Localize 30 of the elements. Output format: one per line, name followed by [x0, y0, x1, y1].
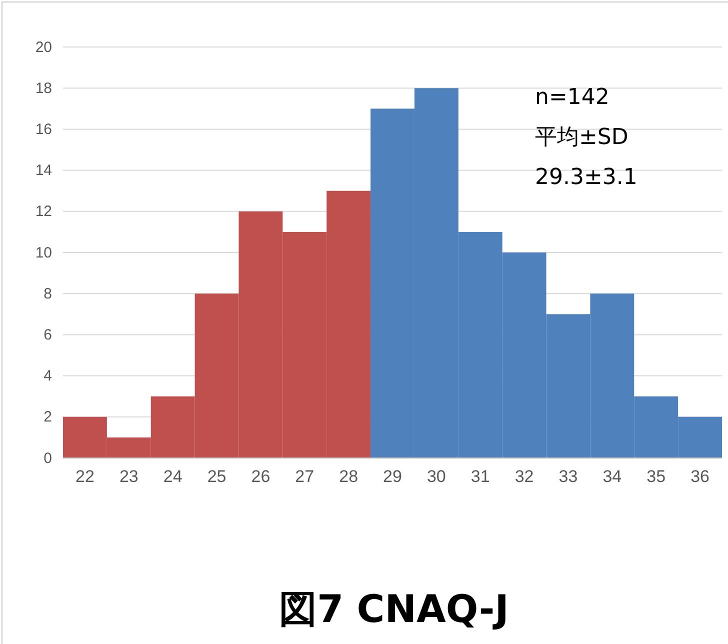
- y-tick-label: 2: [44, 408, 52, 426]
- x-tick-label: 28: [339, 467, 358, 486]
- y-tick-label: 10: [35, 244, 52, 262]
- annotation: 平均±SD: [535, 125, 628, 150]
- y-tick-label: 0: [44, 450, 52, 467]
- annotation: 29.3±3.1: [535, 165, 638, 190]
- x-tick-label: 32: [514, 467, 534, 486]
- x-tick-label: 35: [646, 467, 666, 486]
- y-tick-label: 4: [44, 368, 52, 385]
- x-tick-label: 33: [558, 467, 578, 486]
- x-tick-label: 25: [207, 467, 226, 486]
- y-tick-label: 16: [35, 121, 52, 138]
- y-tick-label: 14: [35, 162, 52, 180]
- x-tick-label: 29: [383, 467, 402, 486]
- y-tick-label: 6: [44, 326, 52, 344]
- annotation: n=142: [535, 85, 610, 110]
- y-tick-label: 8: [44, 285, 52, 302]
- x-tick-label: 23: [119, 467, 138, 486]
- y-tick-label: 18: [35, 80, 52, 97]
- x-tick-label: 31: [470, 467, 490, 486]
- x-tick-label: 34: [602, 467, 622, 486]
- text: 図7 CNAQ-J: [279, 587, 509, 631]
- x-tick-label: 26: [251, 467, 270, 486]
- y-tick-label: 20: [35, 38, 52, 56]
- x-tick-label: 27: [295, 467, 314, 486]
- x-tick-label: 36: [690, 467, 710, 486]
- x-tick-label: 30: [426, 467, 446, 486]
- x-tick-label: 22: [76, 467, 94, 486]
- x-tick-label: 24: [163, 467, 182, 486]
- y-tick-label: 12: [35, 203, 52, 220]
